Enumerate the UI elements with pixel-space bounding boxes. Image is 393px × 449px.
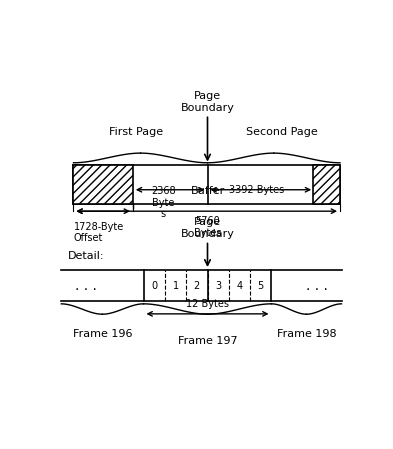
Text: Page
Boundary: Page Boundary <box>180 217 235 239</box>
Text: . . .: . . . <box>75 278 97 292</box>
Text: Second Page: Second Page <box>246 127 318 137</box>
Text: 2368
Byte
s: 2368 Byte s <box>151 186 176 219</box>
Text: 5760
Bytes: 5760 Bytes <box>194 216 221 238</box>
Bar <box>73 164 340 204</box>
Text: 0: 0 <box>151 281 157 291</box>
Text: 3: 3 <box>215 281 221 291</box>
Text: Frame 196: Frame 196 <box>73 329 132 339</box>
Text: First Page: First Page <box>109 127 163 137</box>
Text: . . .: . . . <box>306 278 328 292</box>
Text: 4: 4 <box>237 281 242 291</box>
Text: Buffer: Buffer <box>190 186 225 196</box>
Text: 1: 1 <box>173 281 178 291</box>
Text: Page
Boundary: Page Boundary <box>180 91 235 113</box>
Bar <box>73 164 133 204</box>
Text: Detail:: Detail: <box>68 251 104 261</box>
Text: Frame 198: Frame 198 <box>277 329 336 339</box>
Text: 5: 5 <box>258 281 264 291</box>
Bar <box>312 164 340 204</box>
Text: 3392 Bytes: 3392 Bytes <box>229 185 284 195</box>
Text: 1728-Byte
Offset: 1728-Byte Offset <box>73 221 124 243</box>
Text: Frame 197: Frame 197 <box>178 336 237 346</box>
Text: 12 Bytes: 12 Bytes <box>186 299 229 309</box>
Text: 2: 2 <box>194 281 200 291</box>
